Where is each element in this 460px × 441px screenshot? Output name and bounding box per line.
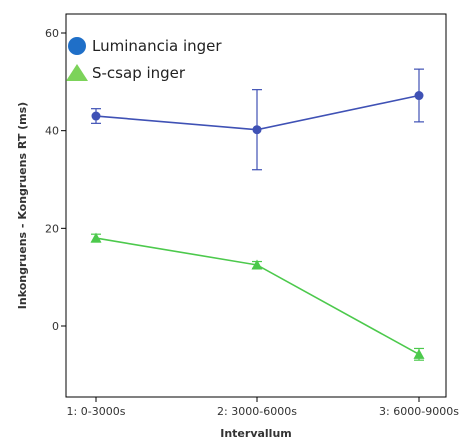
y-tick-label: 20 [45,222,59,235]
y-tick-label: 60 [45,27,59,40]
y-tick-label: 40 [45,125,59,138]
data-point [413,348,425,359]
plot-frame-layer [65,13,447,398]
series-line [95,237,420,356]
data-point [251,259,263,270]
x-axis-title: Intervallum [220,427,292,440]
data-point [91,111,101,121]
legend: Luminancia inger S-csap inger [66,37,222,82]
data-point [252,125,262,135]
legend-label: S-csap inger [92,64,186,82]
x-tick-label: 1: 0-3000s [67,405,126,418]
legend-label: Luminancia inger [92,37,222,55]
plot-frame [65,13,447,398]
axes-layer: 0 20 40 60 1: 0-3000s 2: 3000-6000s 3: 6000-90… [16,27,459,440]
data-point [414,91,424,101]
x-tick-label: 3: 6000-9000s [379,405,459,418]
series-layer [90,68,425,361]
legend-marker-triangle [66,64,88,81]
data-point [90,232,102,243]
legend-marker-circle [68,37,86,55]
x-tick-label: 2: 3000-6000s [217,405,297,418]
series-2 [90,232,425,361]
y-axis-title: Inkongruens - Kongruens RT (ms) [16,102,29,309]
y-tick-label: 0 [52,320,59,333]
series-1 [91,68,424,171]
